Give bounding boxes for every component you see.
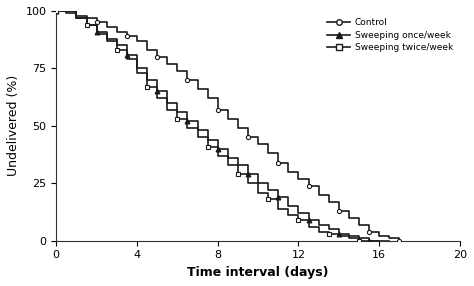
X-axis label: Time interval (days): Time interval (days) bbox=[187, 266, 329, 279]
Legend: Control, Sweeping once/week, Sweeping twice/week: Control, Sweeping once/week, Sweeping tw… bbox=[325, 15, 456, 55]
Y-axis label: Undelivered (%): Undelivered (%) bbox=[7, 75, 20, 176]
